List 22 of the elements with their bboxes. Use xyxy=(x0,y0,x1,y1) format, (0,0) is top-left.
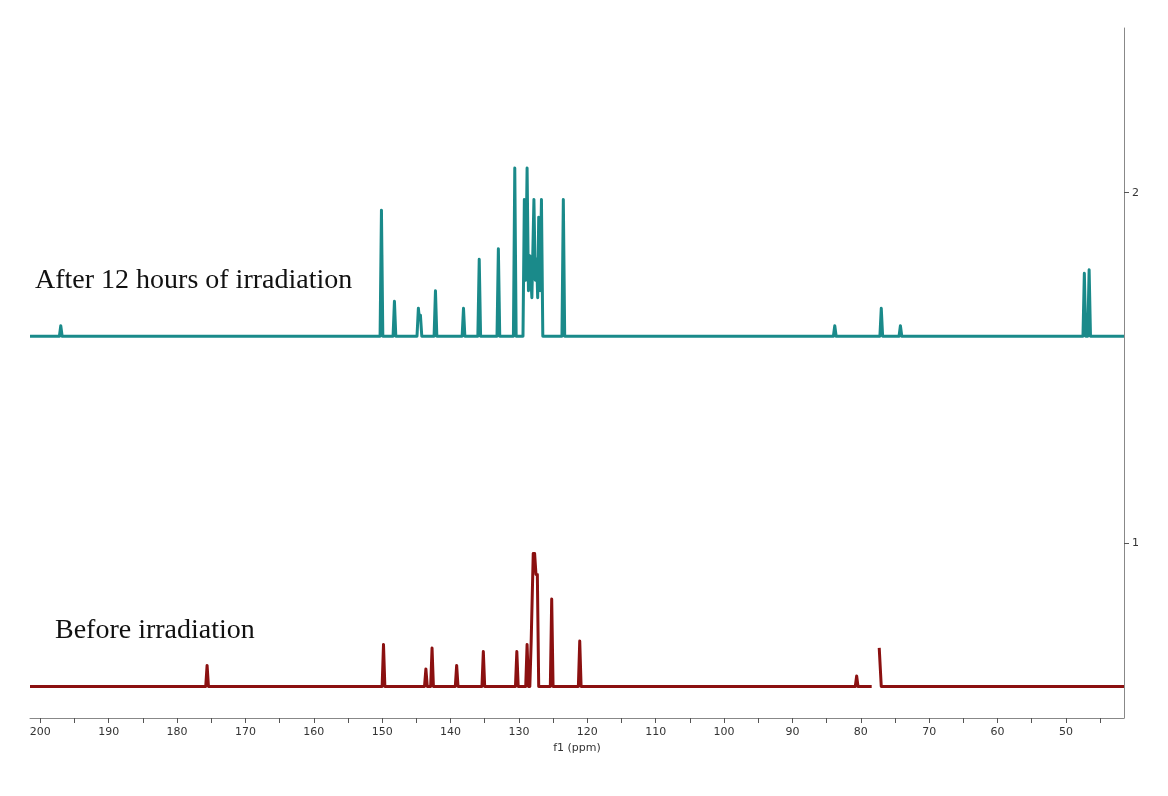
y-tick-label: 1 xyxy=(1132,536,1139,550)
line-series xyxy=(28,166,1126,338)
y-tick-label: 2 xyxy=(1132,186,1139,200)
x-tick-label: 130 xyxy=(508,725,530,738)
x-tick-label: 50 xyxy=(1058,725,1073,738)
x-tick-label: 140 xyxy=(440,725,462,738)
x-tick-label: 90 xyxy=(785,725,800,738)
x-tick-label: 100 xyxy=(713,725,735,738)
x-tick-label: 110 xyxy=(645,725,667,738)
x-tick-label: 80 xyxy=(853,725,868,738)
x-tick-label: 150 xyxy=(371,725,393,738)
x-tick-label: 60 xyxy=(990,725,1005,738)
x-tick-label: 180 xyxy=(166,725,188,738)
x-tick-label: 190 xyxy=(98,725,120,738)
x-tick-label: 120 xyxy=(576,725,598,738)
x-tick-label: 160 xyxy=(303,725,325,738)
x-tick-label: 70 xyxy=(922,725,937,738)
series-label: Before irradiation xyxy=(55,612,255,644)
x-tick-label: 170 xyxy=(234,725,256,738)
x-axis-title: f1 (ppm) xyxy=(553,740,601,754)
x-tick-label: 200 xyxy=(29,725,51,738)
series-label: After 12 hours of irradiation xyxy=(35,262,353,294)
